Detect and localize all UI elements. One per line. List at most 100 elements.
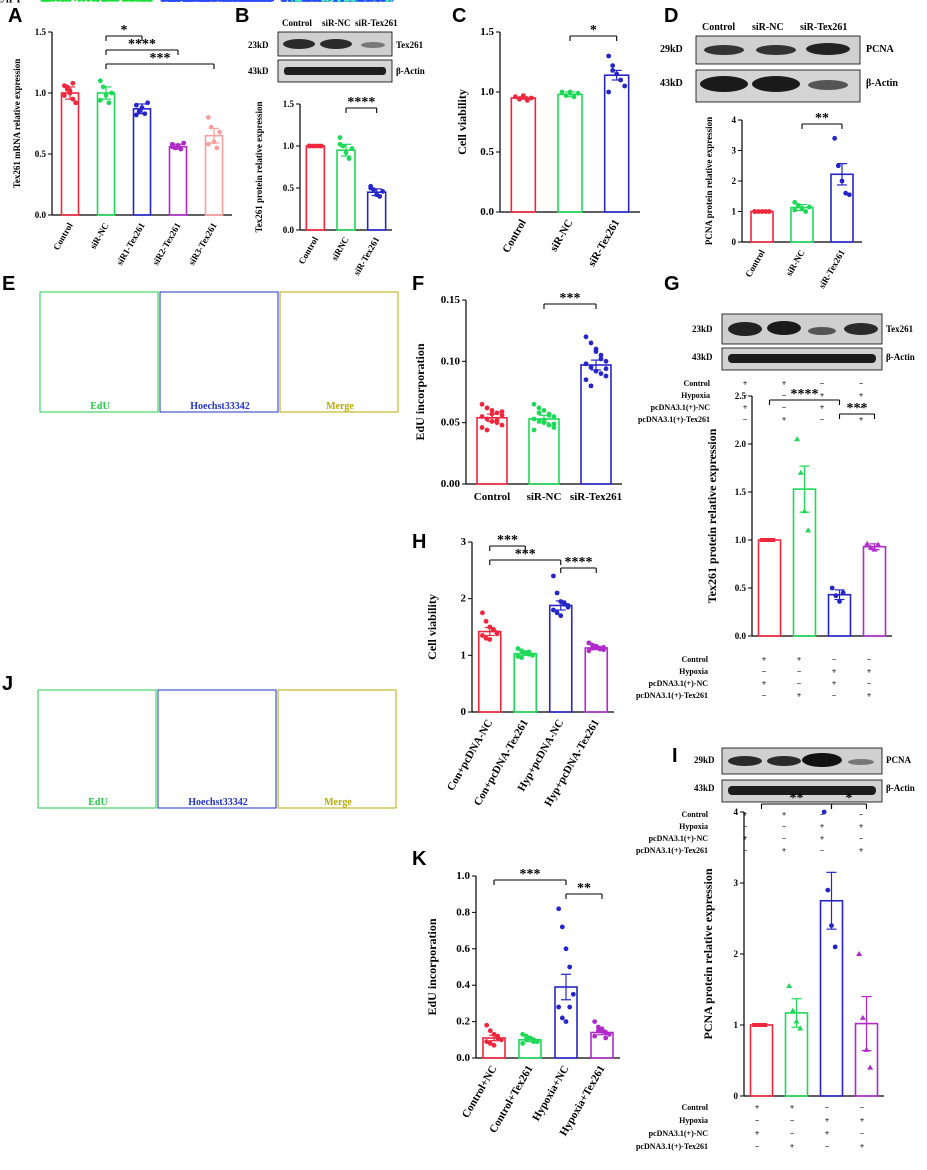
x-tick-label: siRNC	[329, 235, 350, 262]
blot-d-band	[704, 45, 744, 55]
panel-label-k: K	[412, 848, 427, 870]
y-tick-label: 1.0	[735, 535, 747, 545]
cell-nucleus	[246, 0, 250, 2]
data-point	[599, 1026, 605, 1032]
treatment-label: Hypoxia	[679, 1116, 708, 1125]
x-tick-label: siR3-Tex261	[186, 221, 218, 267]
data-point	[498, 1037, 504, 1043]
chart-k: 0.0 0.2 0.4 0.6 0.8 1.0 EdU incorporation Contr…	[425, 867, 620, 1138]
cell-nucleus	[262, 0, 267, 2]
cell-nucleus	[360, 0, 364, 2]
data-point	[484, 1022, 490, 1028]
chart-f: 0.00 0.05 0.10 0.15 EdU incorporation Control…	[413, 291, 622, 503]
y-tick-label: 0.6	[456, 943, 470, 955]
data-point	[792, 207, 798, 213]
bar	[557, 93, 583, 213]
bar	[750, 210, 774, 243]
y-tick-label: 2	[732, 176, 737, 186]
y-tick-label: 0.0	[456, 1052, 470, 1064]
y-tick-label: 0.8	[456, 906, 470, 918]
x-tick-label: siR2-Tex261	[150, 221, 182, 267]
data-point	[103, 93, 109, 98]
data-point	[133, 112, 139, 118]
data-point	[520, 1041, 526, 1046]
data-point	[760, 538, 765, 542]
x-tick-label: Control	[743, 248, 767, 279]
data-point	[821, 809, 827, 815]
data-point	[556, 1004, 562, 1010]
data-point	[61, 93, 67, 98]
blot-g-band	[844, 323, 878, 335]
data-point	[556, 906, 562, 912]
data-point	[70, 80, 76, 86]
data-point	[805, 527, 812, 533]
blot-i-band	[848, 759, 874, 765]
data-point	[318, 143, 324, 149]
data-point	[554, 590, 560, 596]
cell-nucleus	[172, 0, 177, 2]
data-point	[484, 416, 490, 422]
blot-i-protein-1: PCNA	[886, 755, 911, 765]
blot-i-band	[728, 756, 762, 766]
micrograph-column-label: Hoechst33342	[188, 797, 247, 808]
data-point	[603, 1030, 609, 1035]
micrograph-row-label: siR-Tex261	[8, 0, 55, 3]
data-point	[133, 102, 139, 108]
data-point	[598, 371, 604, 376]
data-point	[603, 373, 609, 379]
data-point	[595, 1024, 601, 1030]
y-tick-label: 1.5	[480, 26, 494, 38]
data-point	[563, 93, 569, 98]
data-point	[211, 139, 217, 145]
y-axis-label: PCNA protein relative expression	[704, 117, 714, 245]
data-point	[97, 97, 103, 103]
bar	[168, 145, 188, 216]
treatment-label: Hypoxia	[679, 667, 708, 676]
y-tick-label: 0	[734, 1091, 739, 1101]
treatment-label: Control	[681, 810, 708, 819]
treatment-mark: −	[860, 1129, 865, 1138]
treatment-mark: −	[820, 415, 825, 424]
significance-label: ***	[497, 533, 518, 548]
micrograph-j: EdU Hoechst33342 Merge Con+pcDNA-NCCon+pcDN…	[0, 0, 397, 809]
data-point	[377, 194, 383, 199]
y-tick-label: 1	[732, 207, 737, 217]
y-tick-label: 3	[734, 878, 739, 888]
cell-nucleus	[201, 0, 206, 2]
data-point	[546, 412, 552, 418]
data-point	[610, 63, 616, 68]
panel-label-h: H	[412, 531, 426, 553]
treatment-label: pcDNA3.1(+)-NC	[649, 834, 709, 843]
data-point	[806, 204, 812, 210]
data-point	[67, 88, 73, 93]
x-tick-label: siR-Tex261	[351, 235, 381, 277]
cell-nucleus	[190, 0, 195, 2]
data-point	[606, 89, 612, 95]
blot-g-kd-2: 43kD	[692, 352, 713, 362]
data-point	[520, 1031, 526, 1037]
data-point	[494, 417, 500, 423]
data-point	[871, 546, 878, 552]
data-point	[592, 1033, 598, 1039]
data-point	[794, 436, 801, 442]
bar	[862, 545, 887, 637]
data-point	[530, 652, 535, 658]
data-point	[484, 405, 490, 411]
data-point	[837, 599, 842, 604]
data-point	[795, 203, 801, 208]
data-point	[522, 650, 528, 656]
cell-nucleus	[375, 0, 380, 2]
data-point	[859, 1014, 866, 1020]
data-point	[551, 607, 556, 613]
cell-nucleus	[346, 0, 351, 2]
blot-i: 29kD 43kD PCNA β-Actin	[694, 747, 915, 803]
data-point	[558, 613, 564, 619]
blot-d-band	[808, 80, 848, 90]
blot-d-header-1: Control	[702, 22, 735, 33]
bar	[580, 364, 612, 485]
cell-nucleus	[113, 0, 117, 2]
y-tick-label: 0.0	[735, 631, 747, 641]
treatment-mark: −	[797, 667, 802, 676]
cell-nucleus	[40, 0, 45, 2]
data-point	[64, 84, 70, 90]
